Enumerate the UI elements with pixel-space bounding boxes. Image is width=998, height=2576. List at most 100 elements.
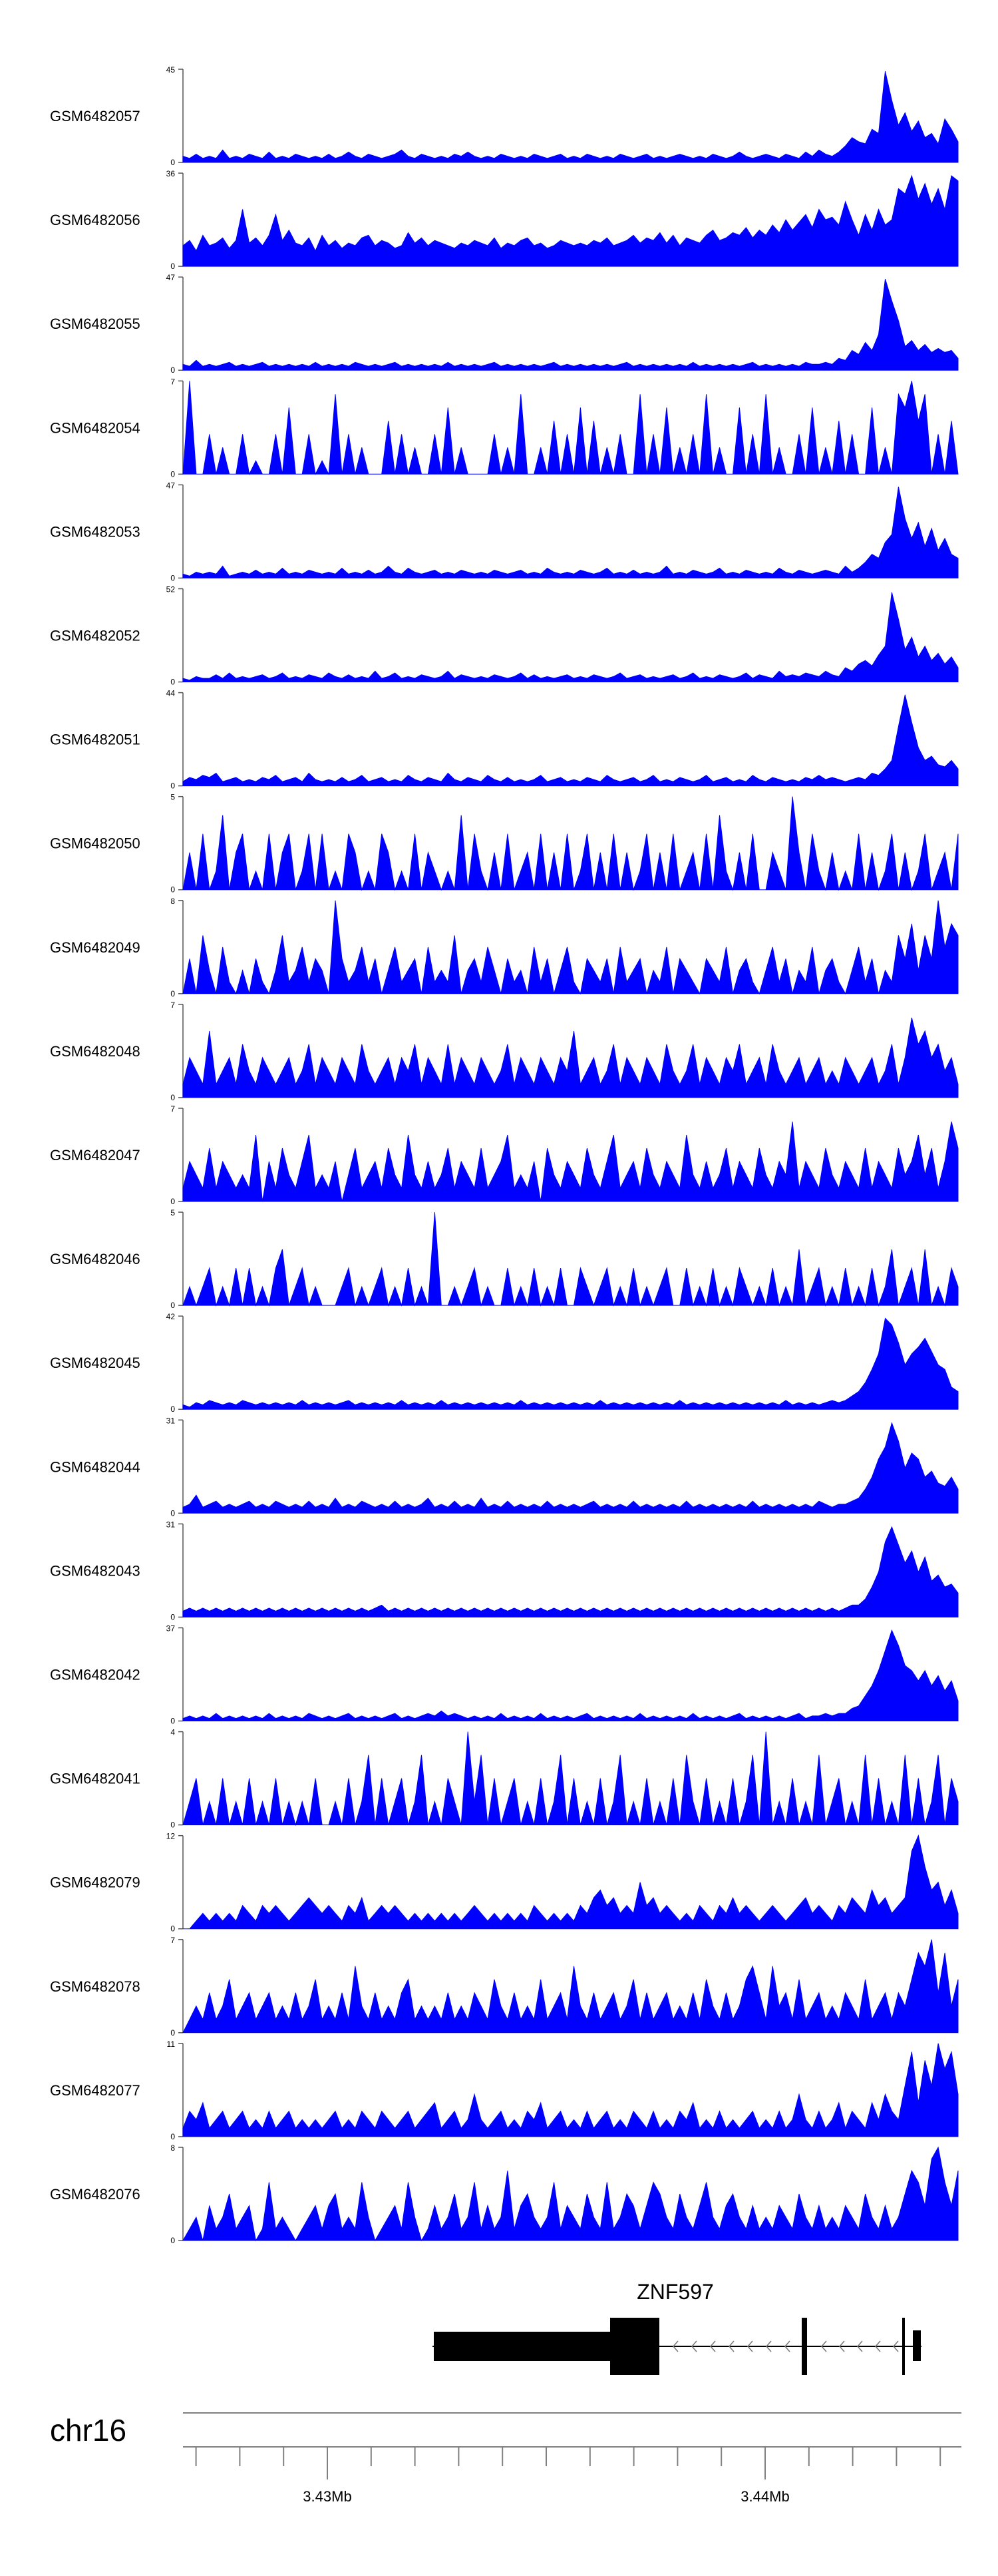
track-ymax-label: 7 — [170, 1000, 175, 1010]
track-ymax-label: 45 — [166, 65, 176, 75]
strand-arrow-icon — [821, 2340, 827, 2352]
coverage-area — [182, 174, 959, 267]
track-label: GSM6482042 — [50, 1667, 140, 1683]
track-GSM6482044: GSM6482044 31 0 — [50, 1416, 959, 1518]
track-ymax-label: 52 — [166, 585, 176, 594]
track-ymax-label: 37 — [166, 1624, 176, 1633]
track-ymin-label: 0 — [170, 262, 175, 271]
track-GSM6482043: GSM6482043 31 0 — [50, 1520, 959, 1621]
track-label: GSM6482046 — [50, 1251, 140, 1267]
track-ymax-label: 47 — [166, 481, 176, 490]
gene-exon-4 — [913, 2330, 921, 2361]
track-label: GSM6482079 — [50, 1874, 140, 1891]
track-ymin-label: 0 — [170, 2236, 175, 2245]
track-GSM6482079: GSM6482079 12 0 — [50, 1832, 959, 1934]
track-GSM6482057: GSM6482057 45 0 — [50, 65, 959, 167]
track-label: GSM6482045 — [50, 1355, 140, 1371]
track-ymin-label: 0 — [170, 1197, 175, 1206]
track-ymax-label: 7 — [170, 377, 175, 386]
coverage-area — [182, 487, 959, 578]
track-GSM6482053: GSM6482053 47 0 — [50, 481, 959, 582]
strand-arrow-icon — [875, 2340, 881, 2352]
track-ymin-label: 0 — [170, 1924, 175, 1934]
track-GSM6482048: GSM6482048 7 0 — [50, 1000, 959, 1102]
coverage-area — [182, 1121, 959, 1202]
track-ymin-label: 0 — [170, 158, 175, 167]
coverage-area — [182, 1422, 959, 1514]
coverage-area — [183, 1834, 959, 1930]
track-ymin-label: 0 — [170, 2132, 175, 2141]
track-GSM6482056: GSM6482056 36 0 — [50, 169, 959, 271]
track-ymax-label: 8 — [170, 897, 175, 906]
track-ymin-label: 0 — [170, 885, 175, 895]
track-label: GSM6482056 — [50, 212, 140, 228]
strand-arrow-icon — [766, 2340, 772, 2352]
track-ymax-label: 31 — [166, 1416, 176, 1425]
strand-arrow-icon — [710, 2340, 716, 2352]
axis-tick-label: 3.44Mb — [741, 2488, 789, 2505]
track-GSM6482054: GSM6482054 7 0 — [50, 377, 959, 479]
track-ymin-label: 0 — [170, 1404, 175, 1414]
track-GSM6482045: GSM6482045 42 0 — [50, 1312, 959, 1414]
track-label: GSM6482054 — [50, 419, 140, 436]
track-label: GSM6482077 — [50, 2082, 140, 2099]
track-ymin-label: 0 — [170, 781, 175, 791]
track-ymin-label: 0 — [170, 365, 175, 375]
track-label: GSM6482052 — [50, 628, 140, 644]
strand-arrow-icon — [839, 2340, 845, 2352]
track-ymin-label: 0 — [170, 469, 175, 479]
gene-exon-2 — [802, 2318, 807, 2375]
track-ymin-label: 0 — [170, 1821, 175, 1830]
coverage-area — [182, 1526, 959, 1617]
track-label: GSM6482041 — [50, 1771, 140, 1787]
track-ymin-label: 0 — [170, 678, 175, 687]
track-ymax-label: 36 — [166, 169, 176, 178]
coverage-area — [182, 2043, 959, 2137]
axis-tick-label: 3.43Mb — [303, 2488, 351, 2505]
strand-arrow-icon — [857, 2340, 863, 2352]
track-ymin-label: 0 — [170, 989, 175, 998]
coverage-area — [182, 900, 959, 995]
track-GSM6482055: GSM6482055 47 0 — [50, 273, 959, 375]
coverage-area — [182, 1629, 959, 1721]
track-ymax-label: 42 — [166, 1312, 176, 1321]
track-GSM6482078: GSM6482078 7 0 — [50, 1936, 959, 2038]
track-ymax-label: 7 — [170, 1104, 175, 1114]
track-GSM6482076: GSM6482076 8 0 — [50, 2143, 959, 2245]
coverage-area — [182, 1212, 959, 1307]
coverage-area — [182, 2146, 959, 2242]
coverage-area — [182, 381, 959, 476]
coverage-area — [182, 694, 959, 787]
coverage-area — [182, 1731, 959, 1826]
track-label: GSM6482057 — [50, 108, 140, 124]
genome-axis: chr16 3.43Mb 3.44Mb — [50, 2412, 961, 2505]
track-ymin-label: 0 — [170, 1301, 175, 1310]
strand-arrow-icon — [691, 2340, 697, 2352]
coverage-area — [182, 71, 959, 163]
coverage-area — [182, 796, 959, 891]
track-GSM6482042: GSM6482042 37 0 — [50, 1624, 959, 1726]
gene-exon-3 — [902, 2318, 905, 2375]
coverage-tracks: GSM6482057450GSM6482056360GSM6482055470G… — [50, 65, 959, 2245]
strand-arrows — [673, 2340, 899, 2352]
coverage-area — [182, 279, 959, 371]
coverage-area — [182, 592, 959, 682]
track-GSM6482049: GSM6482049 8 0 — [50, 897, 959, 998]
track-GSM6482052: GSM6482052 52 0 — [50, 585, 959, 687]
track-ymin-label: 0 — [170, 1612, 175, 1621]
gene-label: ZNF597 — [637, 2280, 714, 2304]
track-ymax-label: 47 — [166, 273, 176, 282]
gene-utr-block — [434, 2332, 610, 2361]
track-label: GSM6482053 — [50, 523, 140, 540]
strand-arrow-icon — [673, 2340, 679, 2352]
track-ymax-label: 4 — [170, 1728, 175, 1737]
track-GSM6482046: GSM6482046 5 0 — [50, 1208, 959, 1310]
track-ymax-label: 8 — [170, 2143, 175, 2153]
track-ymin-label: 0 — [170, 573, 175, 582]
track-label: GSM6482044 — [50, 1458, 140, 1475]
track-ymin-label: 0 — [170, 1717, 175, 1726]
coverage-area — [182, 1017, 959, 1098]
track-ymax-label: 5 — [170, 1208, 175, 1217]
track-label: GSM6482043 — [50, 1562, 140, 1579]
